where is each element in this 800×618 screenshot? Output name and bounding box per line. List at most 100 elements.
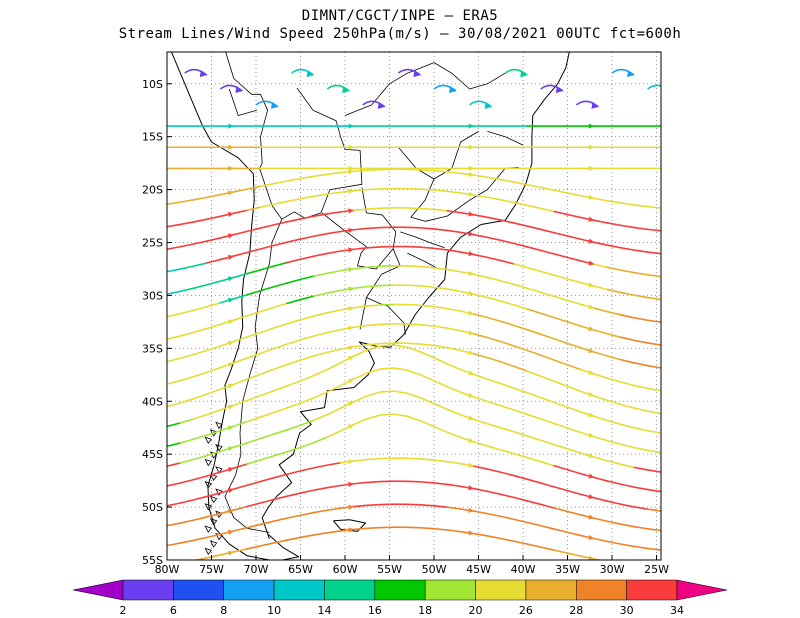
streamline-segment: [232, 357, 248, 364]
streamline-segment: [192, 327, 208, 334]
streamline-segment: [246, 502, 262, 508]
streamline-segment: [513, 452, 529, 459]
streamline-segment: [193, 557, 208, 560]
streamline-arrow: [468, 485, 475, 491]
streamline-segment: [299, 374, 315, 382]
streamline-segment: [299, 255, 315, 261]
streamline-segment: [366, 246, 382, 249]
streamline-segment: [393, 413, 409, 418]
streamline-segment: [620, 291, 636, 297]
streamline-segment: [313, 312, 329, 317]
streamline-arrow: [227, 529, 234, 535]
streamline-segment: [366, 480, 382, 484]
streamline-segment: [353, 247, 369, 251]
streamline-segment: [620, 463, 636, 469]
streamlines: [167, 68, 661, 560]
streamline-segment: [313, 351, 329, 357]
streamline-segment: [192, 218, 208, 223]
lat-tick-label: 45S: [142, 448, 163, 461]
streamline-segment: [446, 170, 462, 175]
streamline-segment: [566, 385, 582, 393]
streamline-arrow: [588, 216, 595, 222]
streamline-segment: [499, 219, 515, 224]
island: [215, 466, 223, 474]
streamline-segment: [192, 495, 208, 501]
lon-tick-label: 45W: [466, 563, 491, 576]
streamline-arrow: [468, 123, 475, 129]
streamline-segment: [206, 366, 222, 374]
streamline-segment: [566, 468, 582, 475]
streamline-segment: [179, 309, 195, 315]
streamline-arrow: [227, 404, 234, 410]
streamline-segment: [313, 464, 329, 469]
streamline-segment: [259, 389, 275, 397]
streamline-segment: [486, 468, 502, 474]
streamline-segment: [406, 392, 422, 399]
streamline-arrow: [227, 446, 234, 452]
streamline-segment: [286, 298, 302, 305]
streamline-arrow: [588, 282, 595, 288]
streamline-segment: [419, 323, 435, 327]
streamline-segment: [406, 503, 422, 506]
streamline-segment: [286, 197, 302, 203]
map-grid: [167, 52, 661, 560]
streamline-segment: [620, 523, 636, 528]
streamline-segment: [486, 356, 502, 363]
streamline-segment: [473, 510, 489, 515]
streamline-segment: [167, 462, 182, 467]
streamline-arrow: [348, 459, 354, 465]
streamline-segment: [167, 379, 182, 385]
streamline-segment: [513, 304, 529, 310]
streamline-segment: [286, 238, 302, 243]
streamline-segment: [606, 288, 622, 294]
colorbar-swatch: [525, 579, 577, 601]
streamline-arrow: [588, 260, 595, 266]
streamline-arrow: [588, 144, 595, 150]
streamline-arrow: [348, 169, 354, 175]
streamline-segment: [286, 424, 302, 431]
streamline-segment: [167, 542, 182, 547]
streamline-segment: [313, 486, 329, 492]
streamline-arrow: [227, 276, 234, 282]
island: [215, 443, 223, 452]
streamline-segment: [313, 413, 329, 422]
streamline-segment: [326, 250, 342, 255]
colorbar-label: 26: [519, 604, 533, 617]
streamline-segment: [167, 442, 182, 448]
streamline-segment: [419, 246, 435, 250]
streamline-segment: [406, 415, 422, 422]
streamline-segment: [606, 222, 622, 227]
streamline-segment: [167, 223, 182, 228]
streamline-segment: [299, 215, 315, 220]
streamline-segment: [593, 197, 609, 202]
streamline-segment: [606, 520, 622, 525]
streamline-segment: [273, 495, 288, 501]
streamline-segment: [366, 304, 382, 307]
streamline-segment: [206, 280, 222, 286]
streamline-arrow: [227, 340, 234, 346]
streamline-segment: [499, 382, 515, 389]
streamline-segment: [473, 273, 489, 279]
streamline-arrow: [468, 370, 475, 376]
streamline-segment: [232, 378, 248, 386]
lat-tick-label: 40S: [142, 395, 163, 408]
streamline-segment: [299, 295, 315, 301]
streamline-arrow: [227, 508, 234, 514]
streamline-segment: [593, 558, 604, 560]
streamline-arrow: [348, 325, 354, 331]
streamline-segment: [259, 306, 275, 313]
streamline-arrow: [348, 208, 354, 214]
streamline-segment: [232, 209, 248, 215]
streamline-segment: [273, 429, 288, 435]
streamline-segment: [192, 559, 195, 560]
streamline-segment: [406, 265, 422, 268]
streamline-segment: [486, 535, 502, 540]
streamline-segment: [379, 344, 395, 347]
streamline-segment: [246, 459, 262, 465]
streamline-segment: [259, 368, 275, 375]
streamline-segment: [646, 228, 661, 232]
streamline-segment: [433, 189, 449, 193]
streamline-segment: [446, 210, 462, 214]
streamline-segment: [540, 291, 555, 298]
streamline-segment: [353, 305, 369, 309]
